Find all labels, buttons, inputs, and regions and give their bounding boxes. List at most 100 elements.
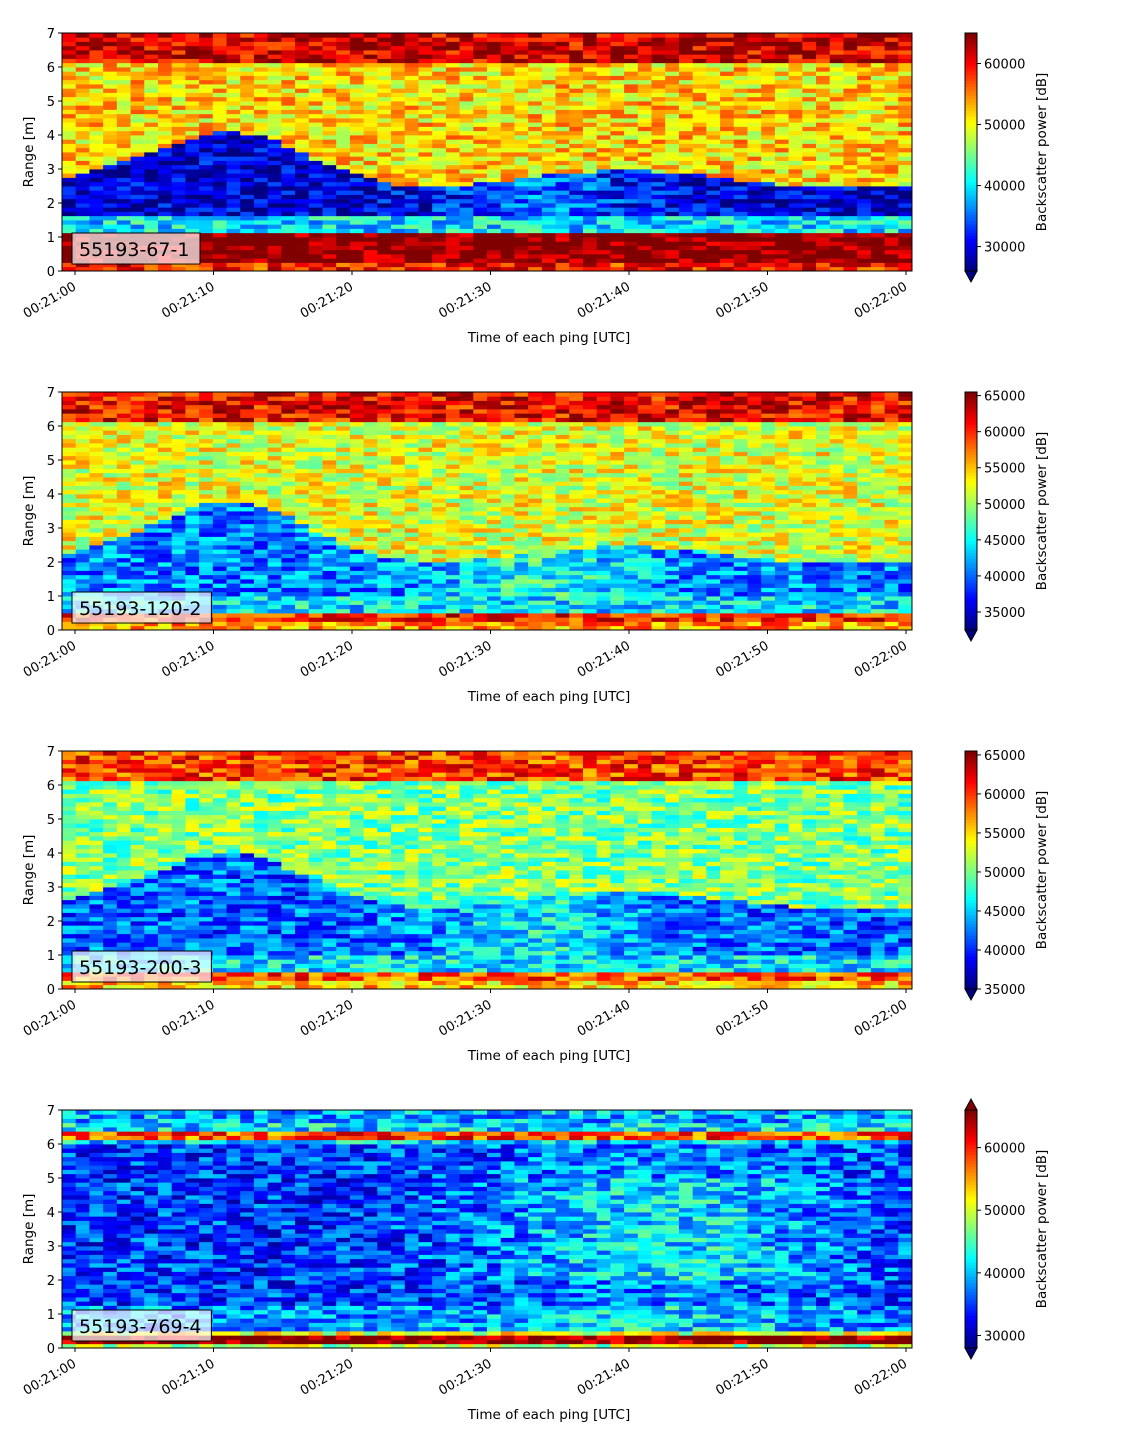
heatmap-cell (692, 262, 707, 268)
heatmap-cell (199, 113, 214, 119)
heatmap-cell (171, 143, 186, 149)
heatmap-cell (651, 41, 666, 47)
heatmap-cell (788, 50, 803, 55)
heatmap-cell (528, 139, 543, 144)
heatmap-cell (295, 249, 310, 255)
heatmap-cell (349, 164, 365, 170)
heatmap-cell (651, 215, 666, 221)
heatmap-cell (569, 96, 584, 102)
heatmap-cell (157, 502, 173, 508)
heatmap-cell (582, 139, 598, 144)
heatmap-cell (308, 536, 323, 542)
heatmap-cell (665, 143, 680, 149)
heatmap-cell (240, 455, 255, 461)
heatmap-cell (569, 37, 584, 42)
heatmap-cell (816, 88, 831, 93)
heatmap-cell (391, 515, 406, 520)
heatmap-cell (391, 135, 406, 140)
heatmap-cell (610, 122, 625, 127)
heatmap-cell (253, 596, 269, 601)
heatmap-cell (157, 126, 173, 132)
heatmap-cell (884, 266, 899, 272)
heatmap-cell (281, 126, 296, 132)
heatmap-cell (89, 173, 104, 178)
heatmap-cell (336, 511, 351, 516)
colorbar-tick-label: 50000 (984, 119, 1025, 134)
heatmap-cell (226, 570, 241, 576)
heatmap-cell (336, 621, 351, 627)
heatmap-cell (651, 254, 666, 259)
heatmap-cell (624, 186, 639, 191)
heatmap-cell (788, 224, 803, 229)
heatmap-cell (308, 109, 323, 115)
heatmap-cell (103, 75, 118, 81)
heatmap-cell (253, 62, 269, 68)
heatmap-cell (857, 143, 872, 149)
heatmap-cell (720, 122, 735, 127)
heatmap-cell (514, 96, 529, 102)
heatmap-cell (404, 228, 419, 234)
heatmap-cell (185, 177, 200, 183)
heatmap-cell (103, 519, 118, 525)
heatmap-cell (336, 207, 351, 212)
heatmap-cell (651, 126, 666, 132)
heatmap-cell (295, 511, 310, 516)
heatmap-cell (596, 198, 611, 204)
heatmap-cell (528, 207, 543, 212)
heatmap-cell (487, 126, 502, 132)
heatmap-cell (487, 237, 502, 242)
heatmap-cell (349, 147, 365, 153)
heatmap-cell (171, 96, 186, 102)
heatmap-cell (185, 409, 200, 414)
heatmap-cell (610, 203, 625, 208)
heatmap-cell (157, 477, 173, 482)
heatmap-cell (459, 152, 474, 157)
x-tick-label: 00:21:00 (21, 279, 79, 321)
heatmap-cell (473, 194, 488, 200)
heatmap-cell (308, 515, 323, 520)
heatmap-cell (130, 130, 145, 136)
heatmap-cell (720, 92, 735, 98)
heatmap-cell (336, 41, 351, 47)
heatmap-cell (349, 400, 365, 406)
heatmap-cell (870, 130, 885, 136)
heatmap-cell (459, 79, 474, 85)
heatmap-cell (528, 84, 543, 89)
heatmap-cell (212, 443, 227, 448)
heatmap-cell (678, 84, 694, 89)
heatmap-cell (788, 241, 803, 246)
heatmap-cell (500, 135, 515, 140)
heatmap-cell (528, 62, 543, 68)
heatmap-cell (62, 566, 77, 571)
heatmap-cell (185, 41, 200, 47)
heatmap-cell (199, 71, 214, 76)
heatmap-cell (281, 591, 296, 597)
heatmap-cell (514, 220, 529, 225)
heatmap-cell (171, 71, 186, 76)
heatmap-cell (349, 557, 365, 563)
heatmap-cell (62, 511, 77, 516)
colorbar-segment (965, 175, 977, 180)
heatmap-cell (816, 92, 831, 98)
heatmap-cell (692, 143, 707, 149)
heatmap-cell (322, 532, 337, 537)
heatmap-cell (774, 164, 790, 170)
heatmap-cell (89, 164, 104, 170)
heatmap-cell (665, 147, 680, 153)
heatmap-cell (884, 58, 899, 64)
heatmap-cell (473, 113, 488, 119)
heatmap-cell (116, 122, 131, 127)
heatmap-cell (870, 96, 885, 102)
heatmap-cell (322, 536, 337, 542)
heatmap-cell (473, 105, 488, 110)
heatmap-cell (391, 92, 406, 98)
heatmap-cell (500, 101, 515, 106)
heatmap-cell (267, 545, 282, 550)
heatmap-cell (363, 545, 378, 550)
heatmap-cell (130, 143, 145, 149)
heatmap-cell (555, 198, 570, 204)
heatmap-cell (596, 118, 611, 123)
heatmap-cell (720, 109, 735, 115)
heatmap-cell (89, 122, 104, 127)
heatmap-cell (747, 194, 762, 200)
